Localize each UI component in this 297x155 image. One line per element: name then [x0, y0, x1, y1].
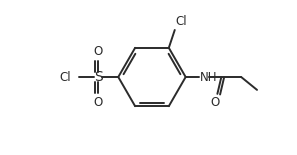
Text: O: O: [94, 96, 103, 109]
Text: S: S: [94, 70, 103, 84]
Text: O: O: [211, 96, 220, 109]
Text: Cl: Cl: [59, 71, 71, 84]
Text: NH: NH: [200, 71, 217, 84]
Text: Cl: Cl: [176, 15, 187, 28]
Text: O: O: [94, 45, 103, 58]
